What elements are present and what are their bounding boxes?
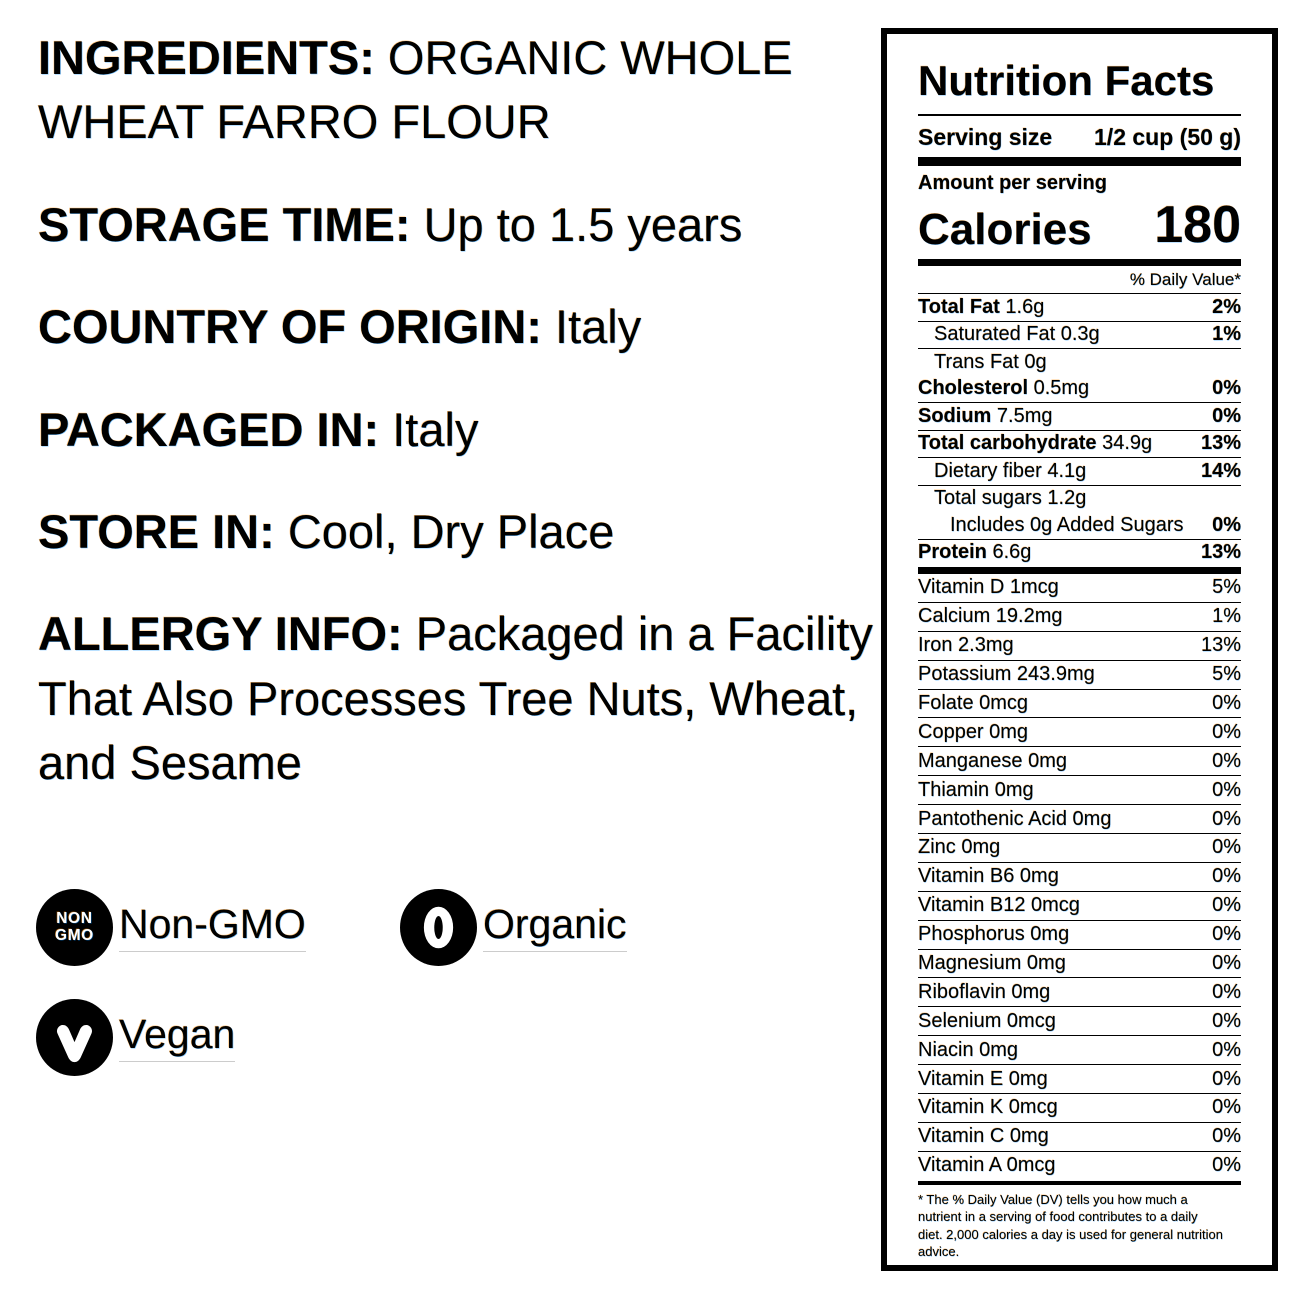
svg-text:GMO: GMO xyxy=(55,927,94,944)
svg-text:NON: NON xyxy=(56,910,93,927)
